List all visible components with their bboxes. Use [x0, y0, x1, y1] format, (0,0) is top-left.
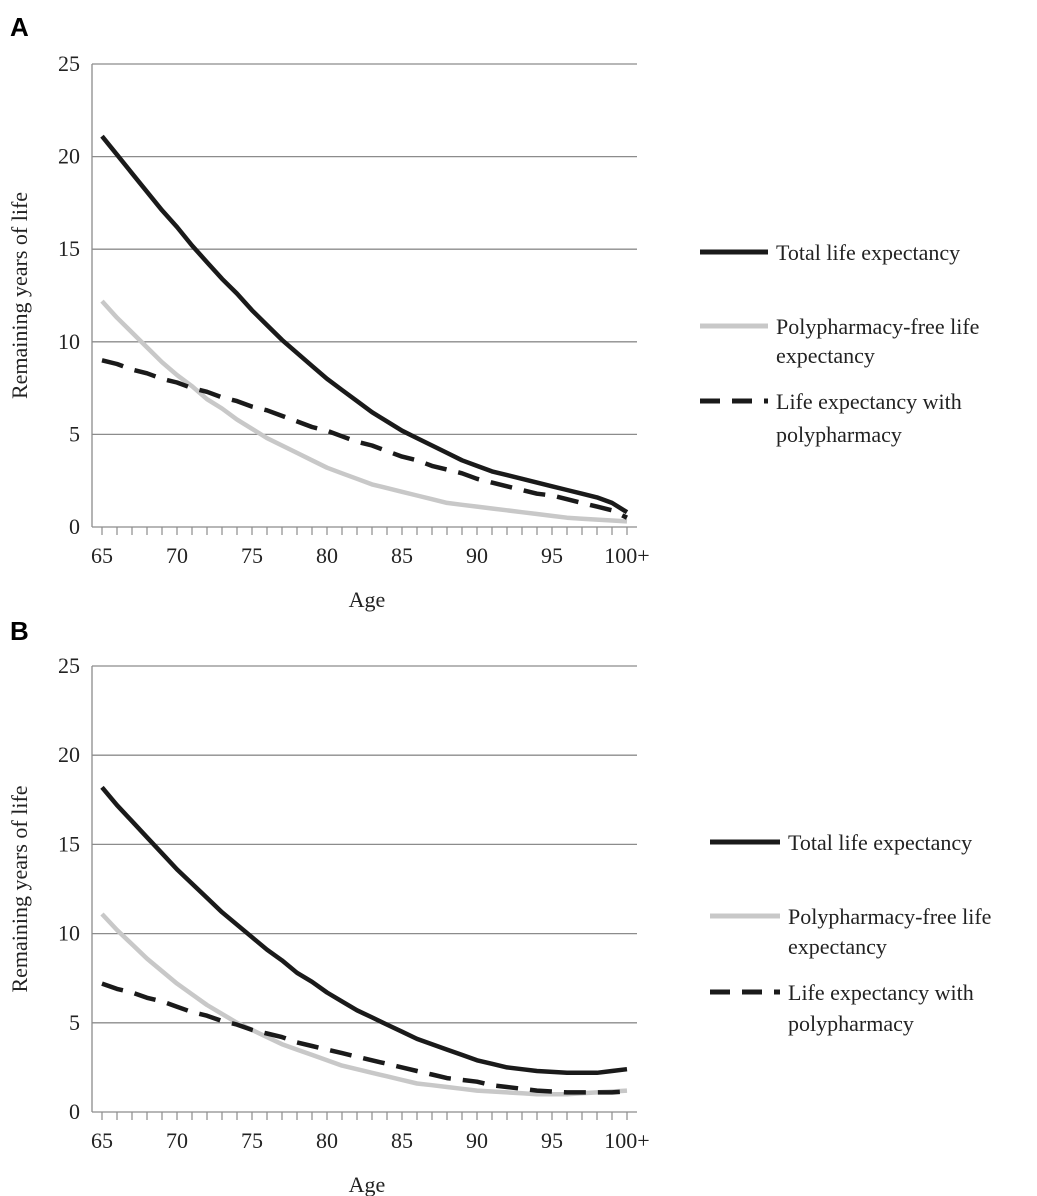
series-line-3: [101, 981, 628, 1095]
y-tick-label: 15: [58, 831, 80, 856]
x-tick-label: 75: [241, 1128, 263, 1153]
panel-letter: A: [10, 12, 29, 42]
x-tick-label: 80: [316, 1128, 338, 1153]
series-line-2: [100, 299, 628, 524]
legend-label-1: Total life expectancy: [776, 240, 960, 265]
y-tick-label: 0: [69, 1099, 80, 1124]
y-axis-title: Remaining years of life: [7, 785, 32, 992]
legend-label-2: Polypharmacy-free life expectancy: [788, 904, 991, 959]
x-tick-label: 80: [316, 543, 338, 568]
x-tick-label: 85: [391, 543, 413, 568]
y-tick-label: 0: [69, 514, 80, 539]
y-tick-label: 25: [58, 51, 80, 76]
x-axis-title: Age: [349, 1172, 386, 1196]
chart-panel-a: A 0 5 10 15 20 25 65 70 75 80 85 90 95 100+ Age Remainin…: [7, 12, 979, 612]
x-tick-label: 100+: [604, 1128, 649, 1153]
legend-label-1: Total life expectancy: [788, 830, 972, 855]
x-tick-label: 70: [166, 543, 188, 568]
x-tick-label: 65: [91, 543, 113, 568]
x-tick-label: 90: [466, 543, 488, 568]
x-tick-label: 85: [391, 1128, 413, 1153]
y-tick-label: 20: [58, 742, 80, 767]
series-line-1: [100, 785, 628, 1076]
x-tick-label: 95: [541, 543, 563, 568]
panel-letter: B: [10, 616, 29, 646]
x-axis-title: Age: [349, 587, 386, 612]
x-tick-label: 100+: [604, 543, 649, 568]
series-line-2: [100, 912, 628, 1097]
x-tick-label: 65: [91, 1128, 113, 1153]
y-tick-label: 10: [58, 921, 80, 946]
y-tick-label: 5: [69, 1010, 80, 1035]
x-tick-label: 95: [541, 1128, 563, 1153]
series-line-3: [101, 358, 628, 520]
y-tick-label: 15: [58, 236, 80, 261]
chart-panel-b: B 0 5 10 15 20 25 65 70 75 80 85 90 95 100+ Age Remainin…: [7, 616, 991, 1196]
legend-label-2: Polypharmacy-free life expectancy: [776, 314, 979, 368]
legend-label-3: Life expectancy with polypharmacy: [788, 980, 974, 1036]
legend-label-3: Life expectancy with polypharmacy: [776, 389, 962, 447]
series-line-1: [100, 134, 629, 515]
x-tick-label: 90: [466, 1128, 488, 1153]
y-tick-label: 25: [58, 653, 80, 678]
x-tick-label: 75: [241, 543, 263, 568]
y-axis-title: Remaining years of life: [7, 192, 32, 399]
y-tick-label: 10: [58, 329, 80, 354]
y-tick-label: 20: [58, 144, 80, 169]
x-tick-label: 70: [166, 1128, 188, 1153]
y-tick-label: 5: [69, 421, 80, 446]
